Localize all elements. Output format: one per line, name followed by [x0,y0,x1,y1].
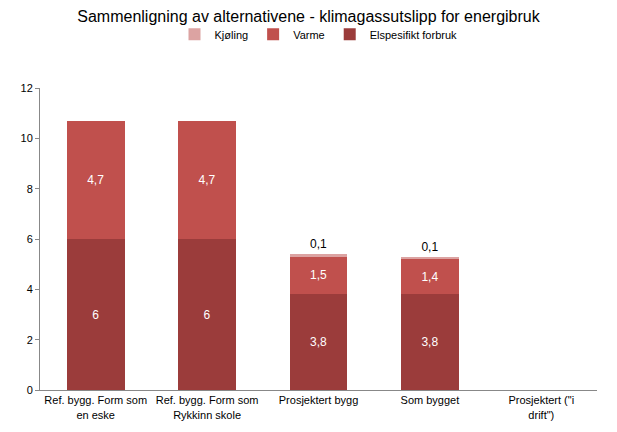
svg-text:6: 6 [92,308,99,322]
svg-text:2: 2 [27,334,33,346]
svg-text:Kjøling: Kjøling [215,29,249,41]
svg-text:4: 4 [27,283,33,295]
svg-text:4,7: 4,7 [199,173,216,187]
svg-text:12: 12 [21,82,33,94]
svg-text:Som bygget: Som bygget [401,394,460,406]
svg-text:0,1: 0,1 [310,237,327,251]
svg-text:6: 6 [204,308,211,322]
svg-text:3,8: 3,8 [310,335,327,349]
svg-text:0,1: 0,1 [421,240,438,254]
svg-text:4,7: 4,7 [87,173,104,187]
svg-text:Varme: Varme [293,29,325,41]
svg-text:0: 0 [27,384,33,396]
svg-text:8: 8 [27,183,33,195]
svg-text:3,8: 3,8 [421,335,438,349]
svg-text:10: 10 [21,132,33,144]
svg-text:Ref. bygg. Form somen eske: Ref. bygg. Form somen eske [44,394,147,420]
svg-text:Ref. bygg. Form somRykkinn sko: Ref. bygg. Form somRykkinn skole [156,394,259,420]
svg-text:Prosjektert bygg: Prosjektert bygg [279,394,358,406]
svg-text:Elspesifikt forbruk: Elspesifikt forbruk [370,29,457,41]
svg-text:Sammenligning av alternativene: Sammenligning av alternativene - klimaga… [77,8,540,25]
svg-text:6: 6 [27,233,33,245]
svg-text:1,5: 1,5 [310,268,327,282]
svg-text:1,4: 1,4 [421,270,438,284]
svg-text:Prosjektert ("idrift"): Prosjektert ("idrift") [508,394,574,420]
